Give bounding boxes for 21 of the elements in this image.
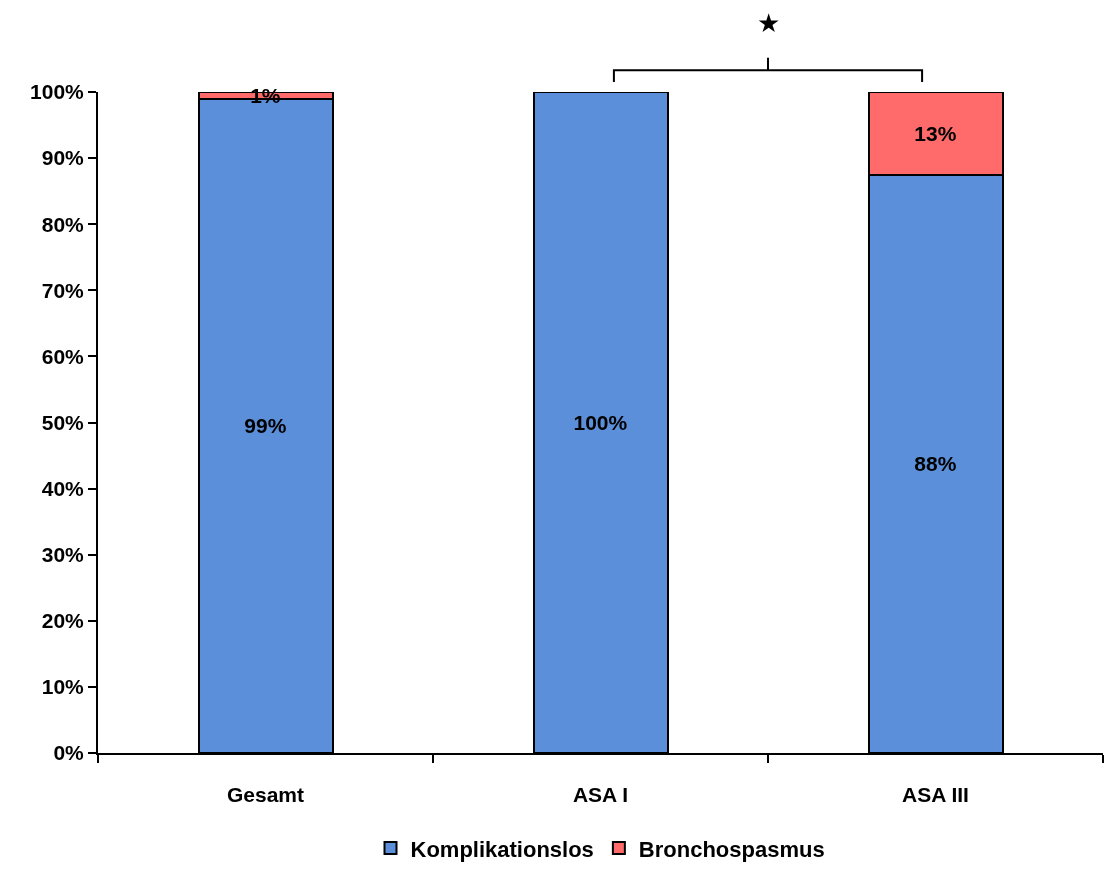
legend-label: Bronchospasmus (638, 836, 825, 862)
y-tick-label: 0% (53, 741, 85, 765)
x-tick-label: ASA I (572, 783, 629, 807)
y-tick-label: 10% (41, 675, 85, 699)
data-label: 99% (244, 414, 287, 438)
y-tick-label: 50% (41, 410, 85, 434)
y-tick-label: 60% (41, 344, 85, 368)
legend-label: Komplikationslos (410, 836, 594, 862)
y-tick-label: 40% (41, 476, 85, 500)
x-tick-label: ASA III (902, 783, 969, 807)
text: ★ (757, 8, 781, 38)
y-tick-label: 20% (41, 609, 85, 633)
y-tick-label: 80% (41, 212, 85, 236)
x-tick-label: Gesamt (226, 783, 305, 807)
data-label: 13% (914, 121, 957, 145)
y-tick-label: 30% (41, 543, 85, 567)
data-label: 88% (914, 452, 957, 476)
data-label: 100% (573, 411, 628, 434)
y-tick-label: 70% (41, 278, 85, 302)
y-tick-label: 100% (30, 80, 85, 104)
y-tick-label: 90% (41, 146, 85, 170)
